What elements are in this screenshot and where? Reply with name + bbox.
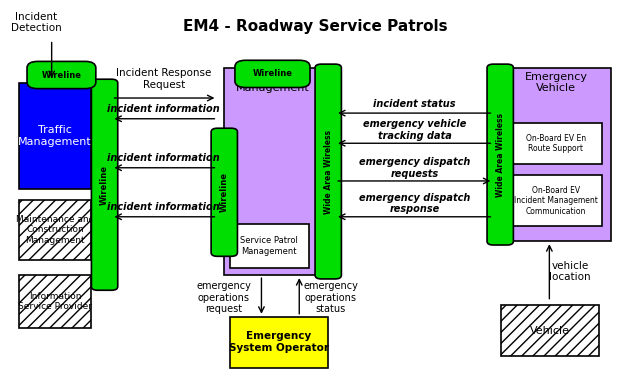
Text: vehicle
location: vehicle location [549,261,591,282]
Text: incident information: incident information [108,153,220,163]
Text: On-Board EV En
Route Support: On-Board EV En Route Support [526,133,586,153]
FancyBboxPatch shape [315,64,341,279]
FancyBboxPatch shape [27,61,96,89]
Text: On-Board EV
Incident Management
Communication: On-Board EV Incident Management Communic… [514,186,598,216]
Text: emergency
operations
request: emergency operations request [196,281,251,314]
FancyBboxPatch shape [510,175,602,226]
FancyBboxPatch shape [211,128,238,256]
FancyBboxPatch shape [19,200,91,260]
Text: Wireline: Wireline [220,172,229,212]
Text: emergency
operations
status: emergency operations status [303,281,358,314]
FancyBboxPatch shape [487,64,513,245]
Text: incident information: incident information [108,104,220,114]
Text: Traffic
Management: Traffic Management [18,125,92,147]
Text: emergency dispatch
response: emergency dispatch response [359,193,470,215]
Text: incident status: incident status [374,99,455,109]
FancyBboxPatch shape [235,60,310,87]
FancyBboxPatch shape [230,317,328,368]
Text: Wireline: Wireline [253,69,292,78]
Text: Maintenance and
Construction
Management: Maintenance and Construction Management [16,215,94,245]
Text: Emergency
System Operator: Emergency System Operator [229,331,329,353]
FancyBboxPatch shape [19,275,91,328]
Text: emergency vehicle
tracking data: emergency vehicle tracking data [363,119,466,141]
FancyBboxPatch shape [230,224,309,268]
FancyBboxPatch shape [501,305,598,356]
Text: Emergency
Management: Emergency Management [236,72,309,93]
Text: incident information: incident information [108,202,220,212]
Text: Wireline: Wireline [42,70,81,80]
FancyBboxPatch shape [501,68,611,241]
Text: Emergency
Vehicle: Emergency Vehicle [524,72,587,93]
Text: Wide Area Wireless: Wide Area Wireless [496,113,505,196]
Text: Vehicle: Vehicle [530,326,570,336]
Text: Incident Response
Request: Incident Response Request [116,68,212,90]
FancyBboxPatch shape [224,68,321,275]
Text: Information
Service Provider: Information Service Provider [18,292,92,311]
Text: EM4 - Roadway Service Patrols: EM4 - Roadway Service Patrols [183,19,447,34]
Text: Wide Area Wireless: Wide Area Wireless [324,130,333,213]
FancyBboxPatch shape [19,83,91,188]
Text: Incident
Detection: Incident Detection [11,12,61,34]
Text: Service Patrol
Management: Service Patrol Management [241,236,298,256]
FancyBboxPatch shape [91,79,118,290]
Text: Wireline: Wireline [100,165,109,205]
Text: emergency dispatch
requests: emergency dispatch requests [359,157,470,179]
FancyBboxPatch shape [510,123,602,164]
